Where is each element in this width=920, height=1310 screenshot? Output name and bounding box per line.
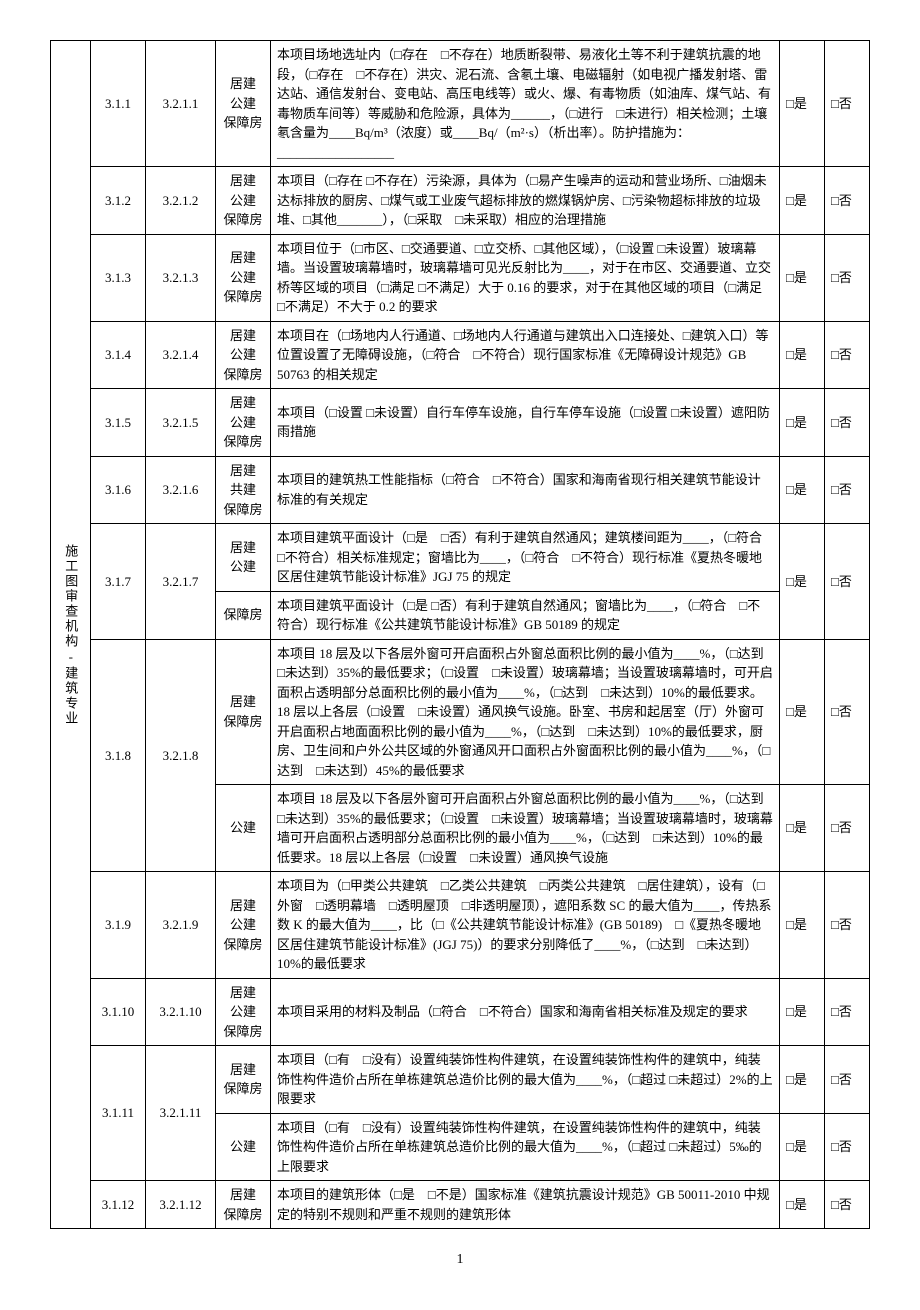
no-option: □否 [825,389,870,457]
description: 本项目（□有 □没有）设置纯装饰性构件建筑，在设置纯装饰性构件的建筑中，纯装饰性… [271,1113,780,1181]
building-type: 居建 公建 保障房 [216,234,271,321]
yes-option: □是 [780,1046,825,1114]
building-type: 居建 公建 保障房 [216,321,271,389]
table-row: 3.1.53.2.1.5居建 公建 保障房本项目（□设置 □未设置）自行车停车设… [51,389,870,457]
no-option: □否 [825,872,870,979]
clause-num-1: 3.1.9 [91,872,146,979]
no-option: □否 [825,978,870,1046]
table-row: 3.1.23.2.1.2居建 公建 保障房本项目（□存在 □不存在）污染源，具体… [51,167,870,235]
category-cell: 施工图审查机构-建筑专业 [51,41,91,1229]
building-type: 公建 [216,1113,271,1181]
clause-num-1: 3.1.1 [91,41,146,167]
building-type: 居建 公建 保障房 [216,389,271,457]
clause-num-1: 3.1.6 [91,456,146,524]
table-row: 3.1.83.2.1.8居建 保障房本项目 18 层及以下各层外窗可开启面积占外… [51,639,870,785]
no-option: □否 [825,234,870,321]
table-row: 3.1.73.2.1.7居建 公建本项目建筑平面设计（□是 □否）有利于建筑自然… [51,524,870,592]
yes-option: □是 [780,456,825,524]
clause-num-2: 3.2.1.9 [146,872,216,979]
clause-num-2: 3.2.1.5 [146,389,216,457]
review-table: 施工图审查机构-建筑专业3.1.13.2.1.1居建 公建 保障房本项目场地选址… [50,40,870,1229]
building-type: 居建 公建 保障房 [216,978,271,1046]
description: 本项目场地选址内（□存在 □不存在）地质断裂带、易液化土等不利于建筑抗震的地段，… [271,41,780,167]
building-type: 居建 公建 保障房 [216,872,271,979]
no-option: □否 [825,1113,870,1181]
clause-num-2: 3.2.1.11 [146,1046,216,1181]
yes-option: □是 [780,978,825,1046]
page-number: 1 [50,1249,870,1270]
no-option: □否 [825,1046,870,1114]
no-option: □否 [825,167,870,235]
building-type: 居建 公建 保障房 [216,167,271,235]
clause-num-2: 3.2.1.6 [146,456,216,524]
yes-option: □是 [780,872,825,979]
description: 本项目建筑平面设计（□是 □否）有利于建筑自然通风；窗墙比为____，（□符合 … [271,591,780,639]
description: 本项目的建筑形体（□是 □不是）国家标准《建筑抗震设计规范》GB 50011-2… [271,1181,780,1229]
clause-num-1: 3.1.2 [91,167,146,235]
yes-option: □是 [780,234,825,321]
yes-option: □是 [780,321,825,389]
yes-option: □是 [780,389,825,457]
clause-num-2: 3.2.1.3 [146,234,216,321]
table-row: 3.1.63.2.1.6居建 共建 保障房本项目的建筑热工性能指标（□符合 □不… [51,456,870,524]
description: 本项目（□设置 □未设置）自行车停车设施，自行车停车设施（□设置 □未设置）遮阳… [271,389,780,457]
clause-num-1: 3.1.3 [91,234,146,321]
clause-num-2: 3.2.1.4 [146,321,216,389]
description: 本项目建筑平面设计（□是 □否）有利于建筑自然通风；建筑楼间距为____，（□符… [271,524,780,592]
description: 本项目（□有 □没有）设置纯装饰性构件建筑，在设置纯装饰性构件的建筑中，纯装饰性… [271,1046,780,1114]
description: 本项目为（□甲类公共建筑 □乙类公共建筑 □丙类公共建筑 □居住建筑），设有（□… [271,872,780,979]
yes-option: □是 [780,1181,825,1229]
category-label: 施工图审查机构-建筑专业 [61,544,81,726]
clause-num-1: 3.1.5 [91,389,146,457]
description: 本项目采用的材料及制品（□符合 □不符合）国家和海南省相关标准及规定的要求 [271,978,780,1046]
table-row: 3.1.93.2.1.9居建 公建 保障房本项目为（□甲类公共建筑 □乙类公共建… [51,872,870,979]
clause-num-1: 3.1.7 [91,524,146,640]
table-row: 3.1.113.2.1.11居建 保障房本项目（□有 □没有）设置纯装饰性构件建… [51,1046,870,1114]
building-type: 居建 保障房 [216,639,271,785]
yes-option: □是 [780,785,825,872]
clause-num-2: 3.2.1.12 [146,1181,216,1229]
clause-num-2: 3.2.1.2 [146,167,216,235]
yes-option: □是 [780,1113,825,1181]
table-row: 3.1.43.2.1.4居建 公建 保障房本项目在（□场地内人行通道、□场地内人… [51,321,870,389]
table-row: 3.1.123.2.1.12居建 保障房本项目的建筑形体（□是 □不是）国家标准… [51,1181,870,1229]
clause-num-2: 3.2.1.7 [146,524,216,640]
table-row: 3.1.33.2.1.3居建 公建 保障房本项目位于（□市区、□交通要道、□立交… [51,234,870,321]
yes-option: □是 [780,524,825,640]
no-option: □否 [825,524,870,640]
building-type: 保障房 [216,591,271,639]
description: 本项目（□存在 □不存在）污染源，具体为（□易产生噪声的运动和营业场所、□油烟未… [271,167,780,235]
building-type: 公建 [216,785,271,872]
building-type: 居建 保障房 [216,1181,271,1229]
yes-option: □是 [780,167,825,235]
description: 本项目的建筑热工性能指标（□符合 □不符合）国家和海南省现行相关建筑节能设计标准… [271,456,780,524]
clause-num-2: 3.2.1.8 [146,639,216,872]
no-option: □否 [825,785,870,872]
no-option: □否 [825,41,870,167]
building-type: 居建 共建 保障房 [216,456,271,524]
no-option: □否 [825,456,870,524]
no-option: □否 [825,1181,870,1229]
description: 本项目 18 层及以下各层外窗可开启面积占外窗总面积比例的最小值为____%，（… [271,785,780,872]
yes-option: □是 [780,639,825,785]
clause-num-1: 3.1.11 [91,1046,146,1181]
table-row: 3.1.103.2.1.10居建 公建 保障房本项目采用的材料及制品（□符合 □… [51,978,870,1046]
clause-num-2: 3.2.1.1 [146,41,216,167]
description: 本项目 18 层及以下各层外窗可开启面积占外窗总面积比例的最小值为____%，（… [271,639,780,785]
table-row: 施工图审查机构-建筑专业3.1.13.2.1.1居建 公建 保障房本项目场地选址… [51,41,870,167]
clause-num-1: 3.1.8 [91,639,146,872]
no-option: □否 [825,639,870,785]
no-option: □否 [825,321,870,389]
description: 本项目位于（□市区、□交通要道、□立交桥、□其他区域），（□设置 □未设置）玻璃… [271,234,780,321]
clause-num-2: 3.2.1.10 [146,978,216,1046]
clause-num-1: 3.1.4 [91,321,146,389]
clause-num-1: 3.1.12 [91,1181,146,1229]
building-type: 居建 公建 [216,524,271,592]
building-type: 居建 保障房 [216,1046,271,1114]
yes-option: □是 [780,41,825,167]
building-type: 居建 公建 保障房 [216,41,271,167]
clause-num-1: 3.1.10 [91,978,146,1046]
description: 本项目在（□场地内人行通道、□场地内人行通道与建筑出入口连接处、□建筑入口）等位… [271,321,780,389]
